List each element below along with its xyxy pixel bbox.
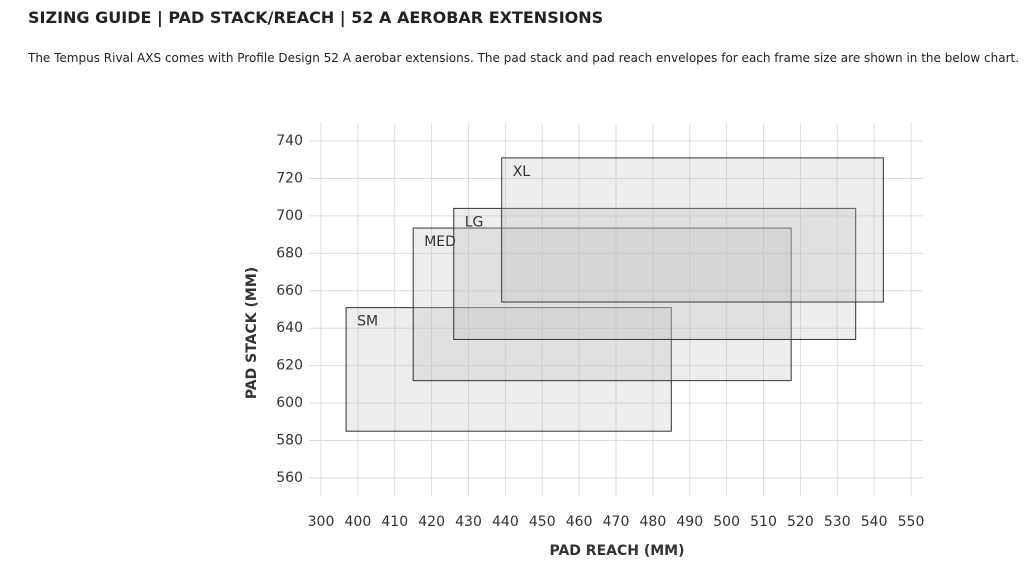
size-label: MED <box>424 234 456 250</box>
y-tick-label: 620 <box>276 358 303 374</box>
x-tick-label: 410 <box>381 514 408 530</box>
size-envelope <box>345 307 672 432</box>
x-tick-label: 520 <box>787 514 814 530</box>
y-tick-label: 740 <box>276 133 303 149</box>
x-tick-label: 300 <box>308 514 335 530</box>
x-tick-label: 400 <box>345 514 372 530</box>
x-tick-label: 500 <box>713 514 740 530</box>
x-tick-label: 480 <box>640 514 667 530</box>
y-axis-label: PAD STACK (MM) <box>244 267 260 399</box>
y-tick-label: 560 <box>276 470 303 486</box>
x-tick-label: 420 <box>418 514 445 530</box>
x-tick-label: 530 <box>824 514 851 530</box>
y-tick-label: 580 <box>276 433 303 449</box>
x-tick-label: 460 <box>566 514 593 530</box>
x-tick-label: 440 <box>492 514 519 530</box>
x-tick-label: 470 <box>603 514 630 530</box>
size-label: LG <box>465 214 484 230</box>
x-tick-label: 430 <box>455 514 482 530</box>
size-envelope <box>453 207 857 340</box>
size-envelope <box>501 157 884 303</box>
y-tick-label: 700 <box>276 208 303 224</box>
y-tick-label: 640 <box>276 320 303 336</box>
y-tick-label: 680 <box>276 245 303 261</box>
x-tick-label: 510 <box>750 514 777 530</box>
x-axis-label: PAD REACH (MM) <box>549 543 684 559</box>
size-envelope <box>412 227 792 382</box>
y-tick-label: 600 <box>276 395 303 411</box>
y-tick-label: 660 <box>276 283 303 299</box>
size-label: XL <box>513 164 531 180</box>
size-label: SM <box>357 314 378 330</box>
x-tick-label: 450 <box>529 514 556 530</box>
x-tick-label: 490 <box>676 514 703 530</box>
page-subtitle: The Tempus Rival AXS comes with Profile … <box>28 51 1020 65</box>
x-tick-label: 540 <box>861 514 888 530</box>
x-tick-label: 550 <box>898 514 925 530</box>
y-tick-label: 720 <box>276 170 303 186</box>
page-title: SIZING GUIDE | PAD STACK/REACH | 52 A AE… <box>28 8 604 27</box>
